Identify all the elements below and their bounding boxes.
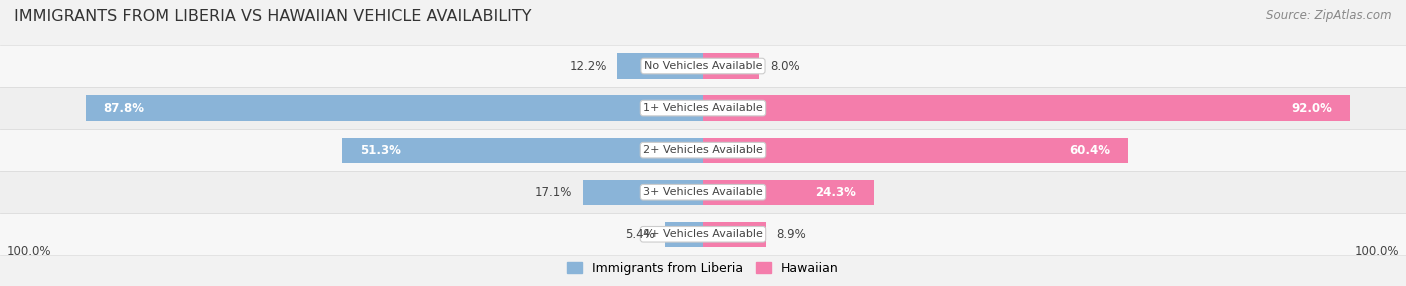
Bar <box>665 222 703 247</box>
Bar <box>0 213 1406 255</box>
Bar <box>0 87 1406 129</box>
Text: 4+ Vehicles Available: 4+ Vehicles Available <box>643 229 763 239</box>
Text: 8.0%: 8.0% <box>770 59 800 73</box>
Text: No Vehicles Available: No Vehicles Available <box>644 61 762 71</box>
Bar <box>86 96 703 121</box>
Text: IMMIGRANTS FROM LIBERIA VS HAWAIIAN VEHICLE AVAILABILITY: IMMIGRANTS FROM LIBERIA VS HAWAIIAN VEHI… <box>14 9 531 23</box>
Text: 51.3%: 51.3% <box>360 144 401 157</box>
Bar <box>343 138 703 163</box>
Bar <box>703 53 759 79</box>
Text: 5.4%: 5.4% <box>624 228 654 241</box>
Text: Source: ZipAtlas.com: Source: ZipAtlas.com <box>1267 9 1392 21</box>
Bar <box>703 138 1128 163</box>
Text: 100.0%: 100.0% <box>1354 245 1399 258</box>
Text: 2+ Vehicles Available: 2+ Vehicles Available <box>643 145 763 155</box>
Text: 60.4%: 60.4% <box>1069 144 1111 157</box>
Legend: Immigrants from Liberia, Hawaiian: Immigrants from Liberia, Hawaiian <box>562 257 844 280</box>
Bar <box>617 53 703 79</box>
Bar <box>0 45 1406 87</box>
Text: 3+ Vehicles Available: 3+ Vehicles Available <box>643 187 763 197</box>
Text: 12.2%: 12.2% <box>569 59 607 73</box>
Text: 17.1%: 17.1% <box>534 186 572 199</box>
Bar <box>0 129 1406 171</box>
Text: 1+ Vehicles Available: 1+ Vehicles Available <box>643 103 763 113</box>
Text: 8.9%: 8.9% <box>776 228 806 241</box>
Bar <box>703 222 765 247</box>
Bar <box>703 180 873 205</box>
Text: 100.0%: 100.0% <box>7 245 52 258</box>
Bar <box>0 171 1406 213</box>
Bar <box>703 96 1350 121</box>
Text: 24.3%: 24.3% <box>815 186 856 199</box>
Bar <box>583 180 703 205</box>
Text: 87.8%: 87.8% <box>104 102 145 115</box>
Text: 92.0%: 92.0% <box>1291 102 1333 115</box>
